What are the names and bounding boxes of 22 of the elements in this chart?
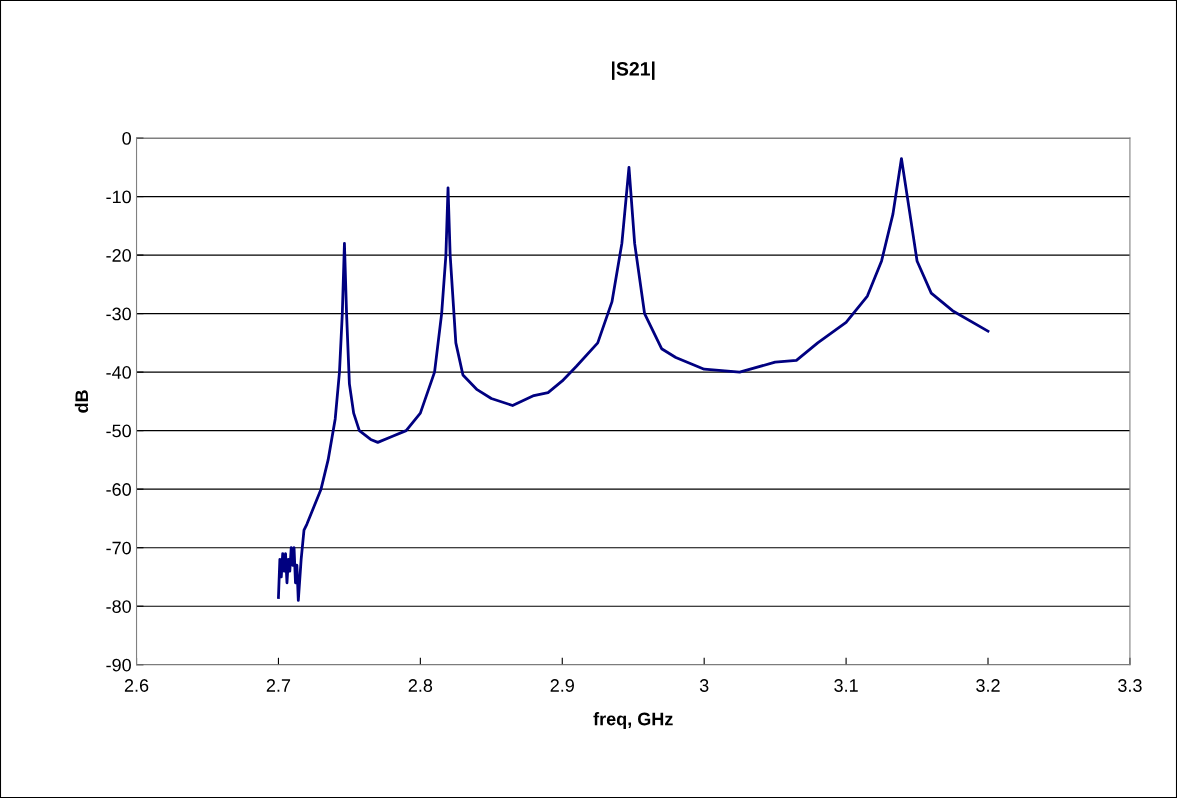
y-tick-label: -80 — [106, 600, 131, 613]
x-axis-title: freq, GHz — [593, 712, 673, 729]
x-tick-label: 2.7 — [266, 679, 291, 692]
x-tick-label: 2.8 — [408, 679, 433, 692]
x-tick-label: 3.3 — [1118, 679, 1142, 692]
y-tick-label: -30 — [106, 307, 131, 321]
y-tick-label: -10 — [106, 190, 131, 204]
y-tick-label: -90 — [106, 658, 131, 672]
y-tick-label: 0 — [122, 131, 131, 145]
x-tick-label: 2.6 — [124, 679, 149, 692]
y-tick-label: -50 — [106, 424, 131, 438]
line-series — [277, 157, 990, 602]
y-tick-label: -70 — [106, 541, 131, 555]
x-tick-label: 2.9 — [550, 679, 574, 692]
y-axis-title: dB — [74, 390, 89, 413]
x-tick-label: 3.2 — [976, 679, 1000, 692]
y-tick-label: -20 — [106, 249, 131, 262]
x-tick-label: 3.1 — [834, 679, 858, 692]
chart-title: |S21| — [611, 61, 655, 80]
y-tick-label: -60 — [106, 483, 131, 496]
y-tick-label: -40 — [106, 366, 131, 379]
x-tick-label: 3 — [699, 679, 709, 692]
